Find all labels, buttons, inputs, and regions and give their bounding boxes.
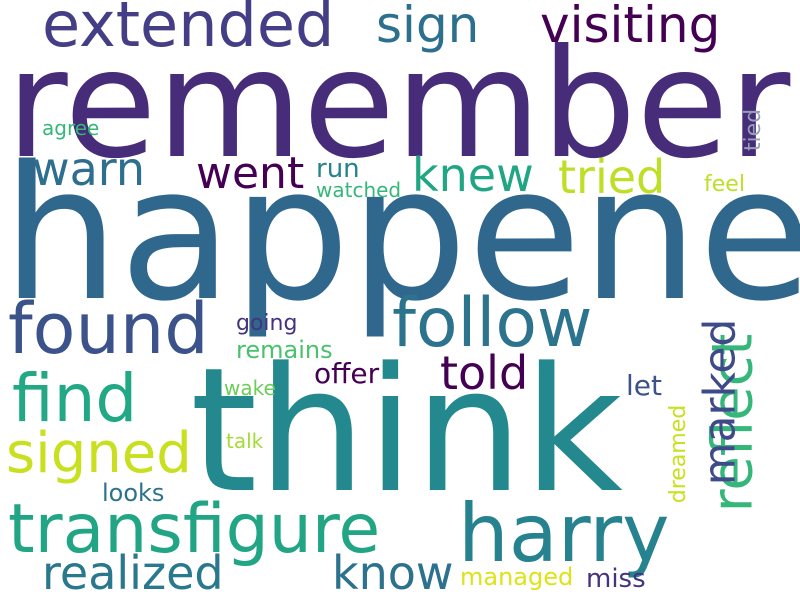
word-offer: offer bbox=[314, 357, 380, 390]
word-dreamed: dreamed bbox=[666, 404, 692, 504]
word-talk: talk bbox=[226, 429, 264, 453]
word-went: went bbox=[196, 148, 305, 199]
word-harry: harry bbox=[458, 487, 670, 580]
word-wake: wake bbox=[224, 376, 276, 400]
word-tried: tried bbox=[558, 150, 666, 204]
word-think: think bbox=[190, 330, 623, 531]
word-visiting: visiting bbox=[540, 0, 721, 54]
word-find: find bbox=[12, 360, 138, 437]
word-watched: watched bbox=[316, 178, 402, 202]
word-told: told bbox=[440, 346, 529, 400]
word-remains: remains bbox=[236, 336, 333, 364]
word-going: going bbox=[236, 311, 298, 336]
word-signed: signed bbox=[6, 421, 192, 486]
word-realized: realized bbox=[42, 546, 224, 600]
word-sign: sign bbox=[376, 0, 480, 54]
word-managed: managed bbox=[460, 563, 574, 591]
word-run: run bbox=[316, 154, 360, 184]
word-marked: marked bbox=[694, 318, 746, 486]
word-found: found bbox=[8, 288, 209, 370]
word-agree: agree bbox=[42, 116, 100, 140]
word-let: let bbox=[626, 369, 662, 402]
word-transfigure: transfigure bbox=[8, 490, 381, 569]
word-miss: miss bbox=[586, 564, 646, 594]
word-follow: follow bbox=[392, 284, 593, 363]
word-happened: happened bbox=[2, 126, 800, 342]
word-looks: looks bbox=[102, 479, 165, 507]
word-feel: feel bbox=[704, 172, 745, 197]
word-tied: tied bbox=[741, 108, 767, 152]
word-knew: knew bbox=[412, 148, 534, 202]
word-warn: warn bbox=[32, 142, 146, 196]
word-know: know bbox=[332, 546, 454, 600]
word-remember: remember bbox=[6, 18, 791, 192]
word-extended: extended bbox=[42, 0, 335, 61]
